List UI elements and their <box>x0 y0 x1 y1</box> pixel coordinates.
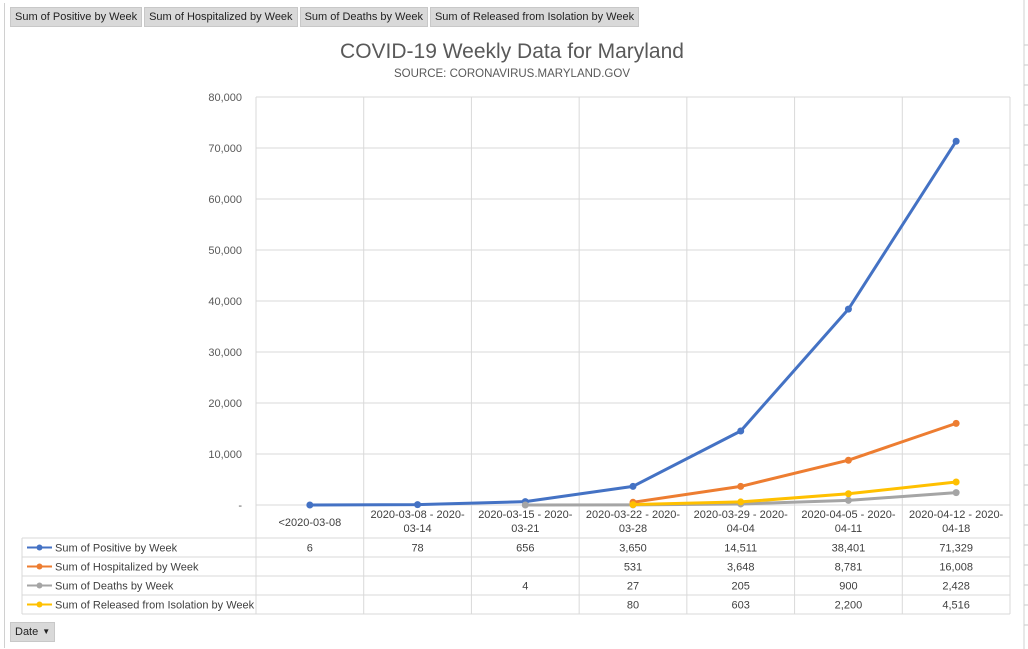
y-tick-label: 50,000 <box>208 245 242 257</box>
data-label: 4 <box>522 581 528 593</box>
series-line <box>631 480 958 507</box>
data-label: 656 <box>516 543 534 555</box>
legend-key-marker <box>36 563 43 570</box>
data-label: 27 <box>627 581 639 593</box>
data-label: 80 <box>627 600 639 612</box>
data-label: 78 <box>411 543 423 555</box>
field-button-hospitalized[interactable]: Sum of Hospitalized by Week <box>144 7 298 27</box>
data-point <box>844 305 852 313</box>
date-filter-button[interactable]: Date ▼ <box>10 622 56 642</box>
x-tick-label: <2020-03-08 <box>279 517 342 529</box>
y-tick-label: 30,000 <box>208 347 242 359</box>
data-label: 16,008 <box>939 562 973 574</box>
legend-label: Sum of Released from Isolation by Week <box>55 600 255 612</box>
data-point <box>737 498 745 506</box>
data-point <box>737 482 745 490</box>
x-tick-label: 2020-04-12 - 2020-04-18 <box>909 509 1004 535</box>
series-line <box>631 421 958 504</box>
y-tick-label: 20,000 <box>208 398 242 410</box>
y-tick-label: 40,000 <box>208 296 242 308</box>
data-point <box>952 419 960 427</box>
legend-key-marker <box>36 582 43 589</box>
data-label: 71,329 <box>939 543 973 555</box>
field-button-deaths[interactable]: Sum of Deaths by Week <box>299 7 428 27</box>
legend-key-marker <box>36 544 43 551</box>
data-label: 2,200 <box>835 600 863 612</box>
data-label: 4,516 <box>942 600 970 612</box>
data-label: 8,781 <box>835 562 863 574</box>
data-label: 38,401 <box>832 543 866 555</box>
data-label: 900 <box>839 581 857 593</box>
data-label: 205 <box>732 581 750 593</box>
x-tick-label: 2020-03-15 - 2020-03-21 <box>478 509 573 535</box>
y-tick-label: 80,000 <box>208 92 242 104</box>
legend-key-marker <box>36 601 43 608</box>
x-tick-label: 2020-03-22 - 2020-03-28 <box>586 509 681 535</box>
x-tick-label: 2020-03-08 - 2020-03-14 <box>370 509 465 535</box>
data-point <box>521 501 529 509</box>
field-button-released[interactable]: Sum of Released from Isolation by Week <box>429 7 640 27</box>
data-label: 14,511 <box>724 543 757 555</box>
data-point <box>737 427 745 435</box>
date-filter-label: Date <box>15 626 39 638</box>
data-point <box>629 482 637 490</box>
data-label: 531 <box>624 562 642 574</box>
data-point <box>414 501 422 509</box>
legend-label: Sum of Deaths by Week <box>55 581 174 593</box>
field-button-positive[interactable]: Sum of Positive by Week <box>10 7 143 27</box>
chart-title: COVID-19 Weekly Data for Maryland <box>340 40 684 63</box>
data-point <box>952 489 960 497</box>
data-point <box>844 456 852 464</box>
field-buttons: Sum of Positive by Week Sum of Hospitali… <box>10 7 640 27</box>
x-tick-label: 2020-03-29 - 2020-04-04 <box>694 509 789 535</box>
x-tick-label: 2020-04-05 - 2020-04-11 <box>801 509 896 535</box>
data-point <box>629 501 637 509</box>
data-point <box>952 478 960 486</box>
data-label: 3,650 <box>619 543 647 555</box>
data-label: 603 <box>732 600 750 612</box>
data-label: 2,428 <box>942 581 970 593</box>
y-tick-label: - <box>238 500 242 512</box>
chart-subtitle: SOURCE: CORONAVIRUS.MARYLAND.GOV <box>394 68 630 80</box>
data-label: 3,648 <box>727 562 755 574</box>
filter-dropdown-icon: ▼ <box>42 627 51 636</box>
legend-label: Sum of Hospitalized by Week <box>55 562 199 574</box>
data-label: 6 <box>307 543 313 555</box>
data-point <box>844 490 852 498</box>
data-point <box>306 501 314 509</box>
series-line <box>308 139 958 507</box>
y-tick-label: 10,000 <box>208 449 242 461</box>
legend-label: Sum of Positive by Week <box>55 543 178 555</box>
data-point <box>844 496 852 504</box>
y-tick-label: 60,000 <box>208 194 242 206</box>
y-tick-label: 70,000 <box>208 143 242 155</box>
data-point <box>952 137 960 145</box>
